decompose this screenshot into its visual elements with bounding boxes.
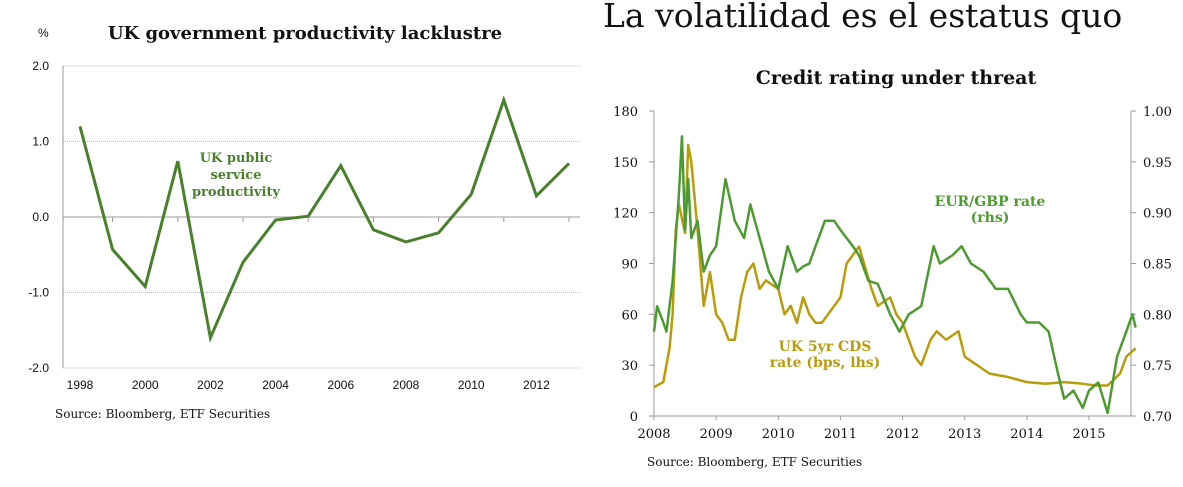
x-tick-label: 2013 <box>948 427 981 442</box>
y2-tick-label: 0.85 <box>1143 258 1172 273</box>
x-tick-label: 2012 <box>523 378 550 392</box>
y-tick-label: 120 <box>613 207 638 222</box>
series-line-eurgbp <box>652 135 1137 415</box>
productivity-chart: UK government productivity lacklustre % … <box>28 23 580 421</box>
y2-tick-label: 0.70 <box>1143 410 1172 425</box>
y-tick-label: 30 <box>621 359 638 374</box>
y2-tick-label: 0.95 <box>1143 156 1172 171</box>
x-tick-label: 2014 <box>1010 427 1043 442</box>
y-tick-label: 60 <box>621 308 638 323</box>
x-tick-label: 2010 <box>458 378 485 392</box>
series-label: productivity <box>192 185 281 200</box>
y2-tick-label: 0.75 <box>1143 359 1172 374</box>
x-tick-label: 2009 <box>700 427 733 442</box>
y-tick-label: 180 <box>613 105 638 120</box>
y2-tick-label: 0.80 <box>1143 308 1172 323</box>
x-tick-label: 2006 <box>327 378 354 392</box>
x-tick-label: 2004 <box>262 378 289 392</box>
series-label-eurgbp: (rhs) <box>971 210 1010 226</box>
x-tick-label: 2002 <box>197 378 224 392</box>
series-label: service <box>210 168 261 183</box>
x-tick-label: 2008 <box>637 427 670 442</box>
y-tick-label: 0.0 <box>32 210 49 224</box>
x-tick-label: 1998 <box>67 378 94 392</box>
y-tick-label: 0 <box>630 410 638 425</box>
chart1-source: Source: Bloomberg, ETF Securities <box>55 407 270 421</box>
y-tick-label: 150 <box>613 156 638 171</box>
y2-tick-label: 1.00 <box>1143 105 1172 120</box>
series-line-cds <box>653 143 1137 389</box>
y-tick-label: 90 <box>621 258 638 273</box>
x-tick-label: 2008 <box>393 378 420 392</box>
x-tick-label: 2000 <box>132 378 159 392</box>
y2-tick-label: 0.90 <box>1143 207 1172 222</box>
series-label: UK public <box>200 151 273 166</box>
headline: La volatilidad es el estatus quo <box>603 0 1122 35</box>
y-tick-label: -2.0 <box>28 361 49 375</box>
y-tick-label: 2.0 <box>32 59 49 73</box>
series-line-productivity <box>78 95 571 343</box>
x-tick-label: 2012 <box>886 427 919 442</box>
y-tick-label: 1.0 <box>32 135 49 149</box>
chart2-source: Source: Bloomberg, ETF Securities <box>647 455 862 469</box>
chart2-title: Credit rating under threat <box>756 67 1037 89</box>
series-label-eurgbp: EUR/GBP rate <box>935 194 1046 210</box>
credit-rating-chart: Credit rating under threat Source: Bloom… <box>613 67 1172 469</box>
y-tick-label: -1.0 <box>28 286 49 300</box>
x-tick-label: 2015 <box>1072 427 1105 442</box>
chart1-ylabel: % <box>38 26 49 40</box>
series-label-cds: UK 5yr CDS <box>779 339 872 355</box>
chart1-title: UK government productivity lacklustre <box>108 23 502 44</box>
x-tick-label: 2010 <box>762 427 795 442</box>
x-tick-label: 2011 <box>824 427 857 442</box>
series-label-cds: rate (bps, lhs) <box>770 355 881 371</box>
